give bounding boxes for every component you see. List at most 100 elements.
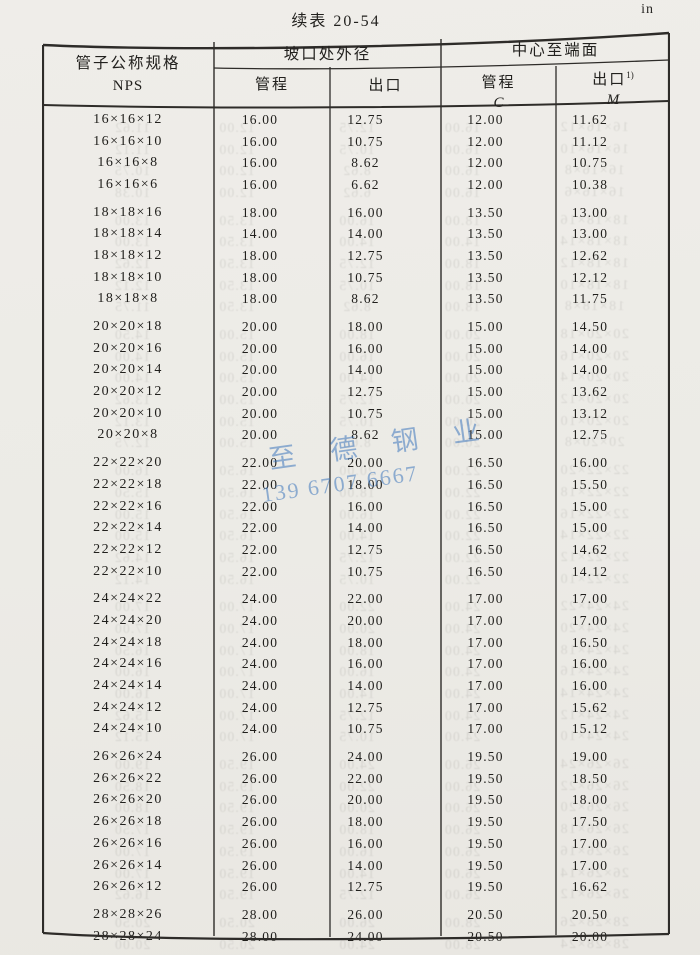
nps-cell: 28×28×26 [93,906,163,922]
value-cell: 16.50 [467,541,504,557]
value-cell: 8.62 [351,427,380,443]
nps-cell: 16×16×10 [93,133,163,149]
value-cell: 15.00 [467,427,504,443]
nps-cell: 26×26×22 [93,770,163,786]
value-cell: 26.00 [347,906,384,922]
value-cell: 17.00 [467,591,504,607]
nps-cell: 26×26×12 [93,879,163,895]
value-cell: 17.00 [467,699,504,715]
value-cell: 16.00 [241,133,279,149]
table-row: 24×24×16 24.00 16.00 17.00 16.00 [42,654,670,676]
nps-cell: 24×24×22 [93,591,163,607]
value-cell: 17.00 [467,634,504,650]
value-cell: 26.00 [241,770,279,786]
header-bevel-od: 坡口处外径 [283,46,372,63]
value-cell: 19.50 [467,814,504,830]
table-row: 16×16×6 16.00 6.62 12.00 10.38 [42,174,670,196]
value-cell: 12.12 [571,269,609,285]
value-cell: 16.50 [467,563,504,579]
value-cell: 20.50 [467,928,504,944]
value-cell: 26.00 [241,879,279,895]
value-cell: 10.75 [347,405,384,421]
value-cell: 14.00 [571,362,609,378]
value-cell: 18.00 [347,814,384,830]
row-group: 20×20×18 20.00 18.00 15.00 14.50 20×20×16 20.0… [42,316,670,446]
table-row: 20×20×10 20.00 10.75 15.00 13.12 [42,403,670,425]
table-row: 18×18×14 14.00 14.00 13.50 13.00 [42,223,670,245]
table-row: 22×22×18 22.00 18.00 16.50 15.50 [42,474,670,496]
value-cell: 19.00 [571,749,609,765]
table-row: 22×22×16 22.00 16.00 16.50 15.00 [42,496,670,518]
value-cell: 15.00 [467,405,504,421]
value-cell: 12.75 [347,541,384,557]
value-cell: 18.00 [241,247,279,263]
header-nps-cn: 管子公称规格 [75,55,181,72]
value-cell: 14.00 [347,520,384,536]
value-cell: 14.00 [347,678,384,694]
value-cell: 15.62 [571,699,609,715]
value-cell: 19.50 [467,770,504,786]
row-group: 24×24×22 24.00 22.00 17.00 17.00 24×24×20 24.0… [42,588,670,740]
value-cell: 16.00 [347,340,384,356]
table-row: 20×20×12 20.00 12.75 15.00 13.62 [42,381,670,403]
value-cell: 17.00 [571,857,609,873]
value-cell: 14.00 [347,226,384,242]
header-outlet-od: 出口 [368,78,403,94]
value-cell: 15.50 [571,476,609,492]
header-symbol-m: M [606,92,620,108]
value-cell: 18.00 [347,476,384,492]
value-cell: 15.00 [571,520,609,536]
nps-cell: 24×24×16 [93,656,163,672]
row-group: 18×18×16 18.00 16.00 13.50 13.00 18×18×14 14.0… [42,202,670,310]
table-row: 18×18×16 18.00 16.00 13.50 13.00 [42,202,670,224]
value-cell: 12.00 [467,155,504,171]
value-cell: 16.50 [467,455,504,471]
value-cell: 22.00 [241,476,279,492]
value-cell: 17.00 [467,721,504,737]
value-cell: 20.00 [241,340,279,356]
value-cell: 24.00 [241,634,279,650]
value-cell: 22.00 [241,541,279,557]
value-cell: 10.75 [347,721,384,737]
value-cell: 16.00 [571,455,609,471]
value-cell: 20.00 [241,319,279,335]
nps-cell: 26×26×24 [93,749,163,765]
value-cell: 16.00 [241,111,279,127]
table-row: 26×26×20 26.00 20.00 19.50 18.00 [42,790,670,812]
header-symbol-c: C [493,95,504,111]
value-cell: 16.00 [347,498,384,514]
value-cell: 20.50 [467,906,504,922]
nps-cell: 16×16×12 [93,111,163,127]
table-row: 26×26×24 26.00 24.00 19.50 19.00 [42,746,670,768]
table-row: 22×22×10 22.00 10.75 16.50 14.12 [42,561,670,583]
table-row: 22×22×12 22.00 12.75 16.50 14.62 [42,539,670,561]
table-row: 16×16×8 16.00 8.62 12.00 10.75 [42,152,670,174]
nps-cell: 22×22×12 [93,541,163,557]
value-cell: 26.00 [241,857,279,873]
value-cell: 20.00 [571,928,609,944]
header-nps-en: NPS [112,78,144,94]
value-cell: 15.00 [467,319,504,335]
header-nps: 管子公称规格 NPS [42,45,214,95]
header-outlet-m-label: 出口 [592,72,627,88]
table-row: 26×26×22 26.00 22.00 19.50 18.50 [42,768,670,790]
table-row: 22×22×20 22.00 20.00 16.50 16.00 [42,452,670,474]
value-cell: 16.00 [241,155,279,171]
value-cell: 16.50 [571,634,609,650]
value-cell: 10.75 [571,155,609,171]
row-group: 26×26×24 26.00 24.00 19.50 19.00 26×26×22 26.0… [42,746,670,898]
nps-cell: 28×28×24 [93,928,163,944]
table-row: 24×24×10 24.00 10.75 17.00 15.12 [42,719,670,741]
value-cell: 13.00 [571,226,609,242]
value-cell: 12.00 [467,133,504,149]
value-cell: 13.12 [571,405,609,421]
table-row: 20×20×16 20.00 16.00 15.00 14.00 [42,338,670,360]
value-cell: 6.62 [351,176,380,192]
value-cell: 14.00 [347,362,384,378]
value-cell: 14.00 [347,857,384,873]
value-cell: 15.00 [571,498,609,514]
value-cell: 20.00 [241,405,279,421]
value-cell: 14.12 [571,563,609,579]
nps-cell: 22×22×16 [93,498,163,514]
